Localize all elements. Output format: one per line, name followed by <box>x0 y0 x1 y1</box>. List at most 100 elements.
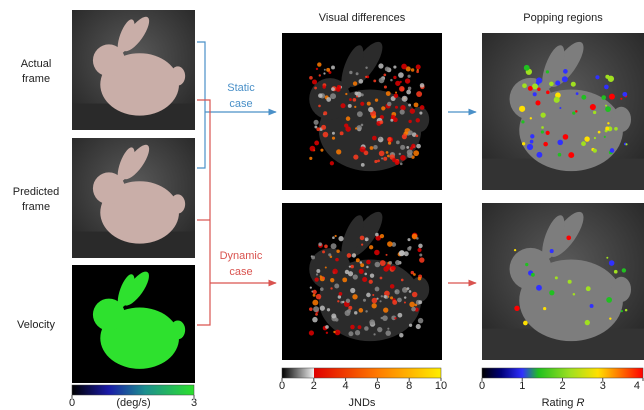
difference-spot <box>385 330 391 336</box>
difference-spot <box>331 313 336 318</box>
difference-spot <box>332 236 335 239</box>
difference-spot <box>312 290 316 294</box>
popping-spot <box>536 77 542 83</box>
popping-spot <box>535 100 540 105</box>
difference-spot <box>419 111 422 114</box>
popping-spot <box>563 69 568 74</box>
bunny-head <box>93 299 125 331</box>
difference-spot <box>323 111 327 115</box>
difference-spot <box>316 127 320 131</box>
colorbar-label-text: Rating <box>542 397 574 409</box>
difference-spot <box>356 125 362 131</box>
popping-spot <box>610 148 615 153</box>
difference-spot <box>352 294 357 299</box>
difference-spot <box>397 298 402 303</box>
difference-spot <box>404 301 406 303</box>
popping-spot <box>606 297 612 303</box>
difference-spot <box>314 120 319 125</box>
colorbar-tick-label: 0 <box>69 397 75 409</box>
difference-spot <box>326 97 331 102</box>
difference-spot <box>382 315 388 321</box>
difference-spot <box>361 244 363 246</box>
difference-spot <box>408 104 411 107</box>
popping-spot <box>530 117 532 119</box>
difference-spot <box>372 294 374 296</box>
difference-spot <box>402 287 408 293</box>
difference-spot <box>396 140 400 144</box>
difference-spot <box>350 265 354 269</box>
popping-spot <box>549 290 554 295</box>
popping-spot <box>581 95 586 100</box>
difference-spot <box>375 99 378 102</box>
difference-spot <box>379 120 383 124</box>
popping-spot <box>541 126 544 129</box>
difference-spot <box>364 273 367 276</box>
popping-spot <box>573 293 576 296</box>
difference-spot <box>340 103 345 108</box>
difference-spot <box>390 79 393 82</box>
difference-spot <box>323 72 325 74</box>
difference-spot <box>328 253 331 256</box>
popping-spot <box>590 304 594 308</box>
popping-spot <box>562 76 568 82</box>
popping-spot <box>533 92 537 96</box>
difference-spot <box>387 102 391 106</box>
difference-spot <box>407 287 410 290</box>
difference-spot <box>309 157 312 160</box>
popping-spot <box>568 280 572 284</box>
difference-spot <box>381 157 383 159</box>
difference-spot <box>411 307 416 312</box>
difference-spot <box>410 147 413 150</box>
difference-spot <box>401 64 407 70</box>
difference-spot <box>369 245 373 249</box>
difference-spot <box>409 324 412 327</box>
difference-spot <box>322 85 325 88</box>
difference-spot <box>360 102 364 106</box>
difference-spot <box>418 300 422 304</box>
difference-spot <box>420 83 425 88</box>
column-title: Popping regions <box>523 12 603 24</box>
bunny-head <box>93 44 125 76</box>
popping-spot <box>523 321 528 326</box>
difference-spot <box>332 132 335 135</box>
difference-spot <box>395 106 398 109</box>
popping-spot <box>521 120 524 123</box>
difference-spot <box>362 277 367 282</box>
colorbar-tick-label: 6 <box>374 380 380 392</box>
content: Actualframe Predictedframe Velocity Visu… <box>13 10 644 409</box>
popping-spot <box>604 85 609 90</box>
difference-spot <box>350 288 355 293</box>
difference-spot <box>365 67 367 69</box>
difference-spot <box>398 72 404 78</box>
difference-spot <box>387 328 389 330</box>
difference-spot <box>418 277 422 281</box>
difference-spot <box>392 158 396 162</box>
difference-spot <box>314 141 319 146</box>
colorbar <box>282 368 441 378</box>
difference-spot <box>372 303 377 308</box>
popping-spot <box>546 70 549 73</box>
popping-spot <box>563 134 569 140</box>
popping-spot <box>525 263 528 266</box>
difference-spot <box>400 155 406 161</box>
difference-spot <box>320 149 323 152</box>
colorbar-label: Rating R <box>542 397 585 409</box>
popping-spot <box>555 81 560 86</box>
difference-spot <box>372 136 377 141</box>
difference-spot <box>313 294 316 297</box>
popping-spot <box>537 87 541 91</box>
colorbar-tick-label: 3 <box>191 397 197 409</box>
popping-spot <box>609 94 615 100</box>
difference-spot <box>374 250 380 256</box>
difference-spot <box>327 308 330 311</box>
difference-spot <box>319 74 321 76</box>
bunny-tail <box>170 194 185 213</box>
difference-spot <box>400 109 405 114</box>
difference-spot <box>354 106 356 108</box>
difference-spot <box>360 263 364 267</box>
popping-spot <box>557 140 563 146</box>
difference-spot <box>395 91 397 93</box>
difference-spot <box>380 277 383 280</box>
popping-spot <box>568 152 574 158</box>
difference-spot <box>363 299 366 302</box>
